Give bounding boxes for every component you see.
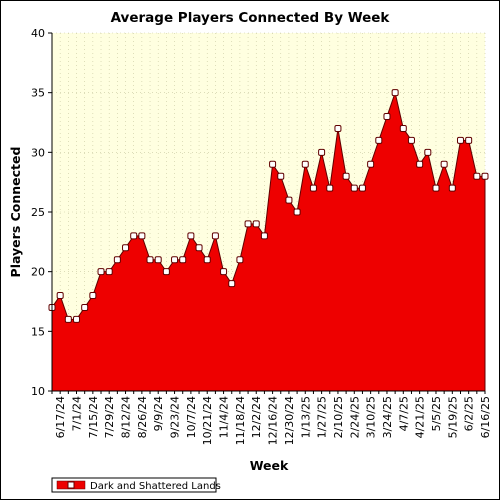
data-point: [326, 184, 334, 192]
x-tick-label: 9/23/24: [169, 396, 182, 438]
y-tick-label: 30: [31, 146, 45, 159]
data-point: [481, 172, 489, 180]
data-point: [203, 256, 211, 264]
x-axis-ticks: 6/17/24 7/1/24 7/15/24 7/29/24 8/12/24 8/26/2…: [51, 391, 492, 445]
x-tick-label: 7/15/24: [87, 396, 100, 438]
data-point: [220, 268, 228, 276]
x-tick-label: 8/26/24: [136, 396, 149, 438]
x-tick-label: 12/16/24: [267, 396, 280, 445]
x-tick-label: 7/29/24: [103, 396, 116, 438]
data-point: [122, 244, 130, 252]
data-point: [146, 256, 154, 264]
data-point: [383, 113, 391, 121]
series-markers: [48, 89, 489, 323]
x-tick-label: 2/24/25: [348, 396, 361, 438]
legend: Dark and Shattered Lands: [51, 477, 221, 493]
x-tick-label: 10/7/24: [185, 396, 198, 438]
y-tick-label: 25: [31, 206, 45, 219]
legend-box: [51, 477, 217, 493]
data-point: [89, 292, 97, 300]
data-point: [407, 136, 415, 144]
y-axis-ticks: 10 15 20 25 30 35 40: [31, 27, 52, 398]
x-tick-label: 5/19/25: [446, 396, 459, 438]
data-point: [391, 89, 399, 97]
data-point: [473, 172, 481, 180]
legend-label: Dark and Shattered Lands: [90, 481, 221, 492]
data-point: [56, 292, 64, 300]
data-point: [187, 232, 195, 240]
y-tick-label: 10: [31, 385, 45, 398]
data-point: [285, 196, 293, 204]
data-point: [154, 256, 162, 264]
y-tick-label: 40: [31, 27, 45, 40]
x-tick-label: 6/16/25: [479, 396, 492, 438]
x-tick-label: 6/2/25: [463, 396, 476, 431]
x-tick-label: 1/13/25: [299, 396, 312, 438]
x-tick-label: 6/17/24: [54, 396, 67, 438]
x-tick-label: 3/10/25: [365, 396, 378, 438]
x-tick-label: 12/2/24: [250, 396, 263, 438]
x-tick-label: 11/18/24: [234, 396, 247, 445]
y-axis-label: Players Connected: [8, 147, 23, 278]
chart-title: Average Players Connected By Week: [111, 10, 391, 26]
data-point: [252, 220, 260, 228]
data-point: [358, 184, 366, 192]
data-point: [105, 268, 113, 276]
data-point: [97, 268, 105, 276]
x-tick-label: 11/4/24: [218, 396, 231, 438]
data-point: [179, 256, 187, 264]
data-point: [113, 256, 121, 264]
data-point: [350, 184, 358, 192]
data-point: [416, 160, 424, 168]
y-tick-label: 35: [31, 87, 45, 100]
data-point: [342, 172, 350, 180]
data-point: [309, 184, 317, 192]
data-point: [440, 160, 448, 168]
data-point: [260, 232, 268, 240]
data-point: [334, 124, 342, 132]
data-point: [171, 256, 179, 264]
x-tick-label: 9/9/24: [152, 396, 165, 431]
data-point: [293, 208, 301, 216]
data-point: [73, 315, 81, 323]
x-tick-label: 4/21/25: [414, 396, 427, 438]
data-point: [424, 148, 432, 156]
y-tick-label: 15: [31, 325, 45, 338]
data-point: [195, 244, 203, 252]
data-point: [228, 280, 236, 288]
x-tick-label: 7/1/24: [71, 396, 84, 431]
data-point: [130, 232, 138, 240]
data-point: [64, 315, 72, 323]
x-tick-label: 4/7/25: [397, 396, 410, 431]
data-point: [399, 124, 407, 132]
data-point: [456, 136, 464, 144]
data-point: [236, 256, 244, 264]
data-point: [367, 160, 375, 168]
data-point: [318, 148, 326, 156]
data-point: [277, 172, 285, 180]
x-tick-label: 12/30/24: [283, 396, 296, 445]
x-axis-label: Week: [250, 458, 289, 473]
x-tick-label: 2/10/25: [332, 396, 345, 438]
data-point: [162, 268, 170, 276]
data-point: [448, 184, 456, 192]
x-tick-label: 8/12/24: [120, 396, 133, 438]
data-point: [301, 160, 309, 168]
legend-marker: [67, 481, 75, 489]
y-tick-label: 20: [31, 266, 45, 279]
data-point: [432, 184, 440, 192]
x-tick-label: 10/21/24: [201, 396, 214, 445]
x-tick-label: 5/5/25: [430, 396, 443, 431]
x-tick-label: 1/27/25: [316, 396, 329, 438]
data-point: [138, 232, 146, 240]
data-point: [465, 136, 473, 144]
data-point: [211, 232, 219, 240]
data-point: [269, 160, 277, 168]
data-point: [375, 136, 383, 144]
data-point: [81, 303, 89, 311]
x-tick-label: 3/24/25: [381, 396, 394, 438]
data-point: [244, 220, 252, 228]
